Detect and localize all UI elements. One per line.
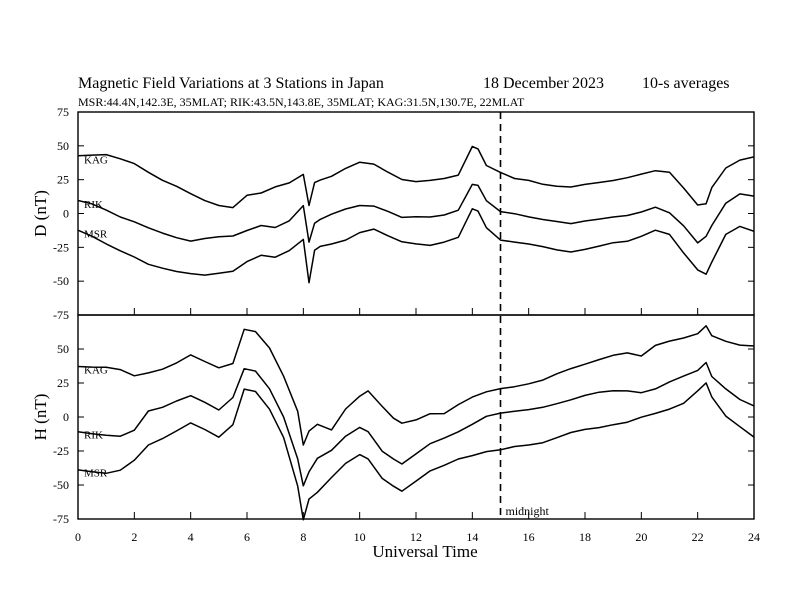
x-tick-label: 4 (188, 530, 194, 544)
chart-averaging: 10-s averages (642, 75, 730, 92)
y-tick-label: -50 (53, 478, 69, 492)
x-tick-label: 2 (131, 530, 137, 544)
h-component-panel: 50 25 0 -25 -50 -75 H (nT) KAG RIK MSR (31, 314, 755, 526)
y-axis-label: H (nT) (31, 394, 50, 441)
midnight-label: midnight (506, 504, 550, 518)
series-label-kag: KAG (84, 154, 108, 166)
series-line-rik (78, 183, 754, 244)
chart-subtitle: MSR:44.4N,142.3E, 35MLAT; RIK:43.5N,143.… (78, 95, 525, 109)
y-tick-label: 75 (57, 105, 69, 119)
x-tick-label: 18 (579, 530, 591, 544)
series-label-kag: KAG (84, 364, 108, 376)
y-tick-label: -75 (53, 512, 69, 526)
y-tick-label: -50 (53, 274, 69, 288)
x-tick-label: 20 (635, 530, 647, 544)
x-tick-label: 16 (523, 530, 535, 544)
x-tick-label: 14 (466, 530, 478, 544)
y-tick-label: 25 (57, 376, 69, 390)
d-component-panel: 75 50 25 0 -25 -50 -75 D (nT) KAG RIK MSR (31, 105, 755, 322)
panel-frame (77, 314, 755, 520)
x-axis: 0 2 4 6 8 10 12 14 16 18 20 22 24 (75, 308, 760, 544)
x-tick-label: 12 (410, 530, 422, 544)
x-tick-label: 10 (354, 530, 366, 544)
series-line-rik (78, 361, 754, 487)
series-line-kag (78, 325, 754, 446)
y-tick-label: 50 (57, 139, 69, 153)
x-tick-label: 6 (244, 530, 250, 544)
series-label-rik: RIK (84, 199, 103, 211)
y-tick-label: -75 (53, 308, 69, 322)
x-tick-label: 22 (692, 530, 704, 544)
series-label-rik: RIK (84, 430, 103, 442)
chart-year: 2023 (572, 75, 604, 92)
series-label-msr: MSR (84, 229, 108, 241)
chart-title: Magnetic Field Variations at 3 Stations … (78, 75, 384, 92)
series-line-msr (78, 208, 754, 284)
panel-frame (77, 111, 755, 316)
series-line-msr (78, 382, 754, 521)
series-label-msr: MSR (84, 468, 108, 480)
y-tick-label: -25 (53, 240, 69, 254)
y-tick-label: 0 (63, 207, 69, 221)
y-tick-label: -25 (53, 444, 69, 458)
y-tick-label: 50 (57, 342, 69, 356)
y-axis-label: D (nT) (31, 190, 50, 237)
x-axis-label: Universal Time (372, 542, 477, 561)
y-tick-label: 0 (63, 410, 69, 424)
x-tick-label: 0 (75, 530, 81, 544)
x-tick-label: 8 (300, 530, 306, 544)
series-line-kag (78, 145, 754, 209)
chart-date: 18 December (483, 75, 569, 92)
y-tick-label: 25 (57, 173, 69, 187)
x-tick-label: 24 (748, 530, 760, 544)
